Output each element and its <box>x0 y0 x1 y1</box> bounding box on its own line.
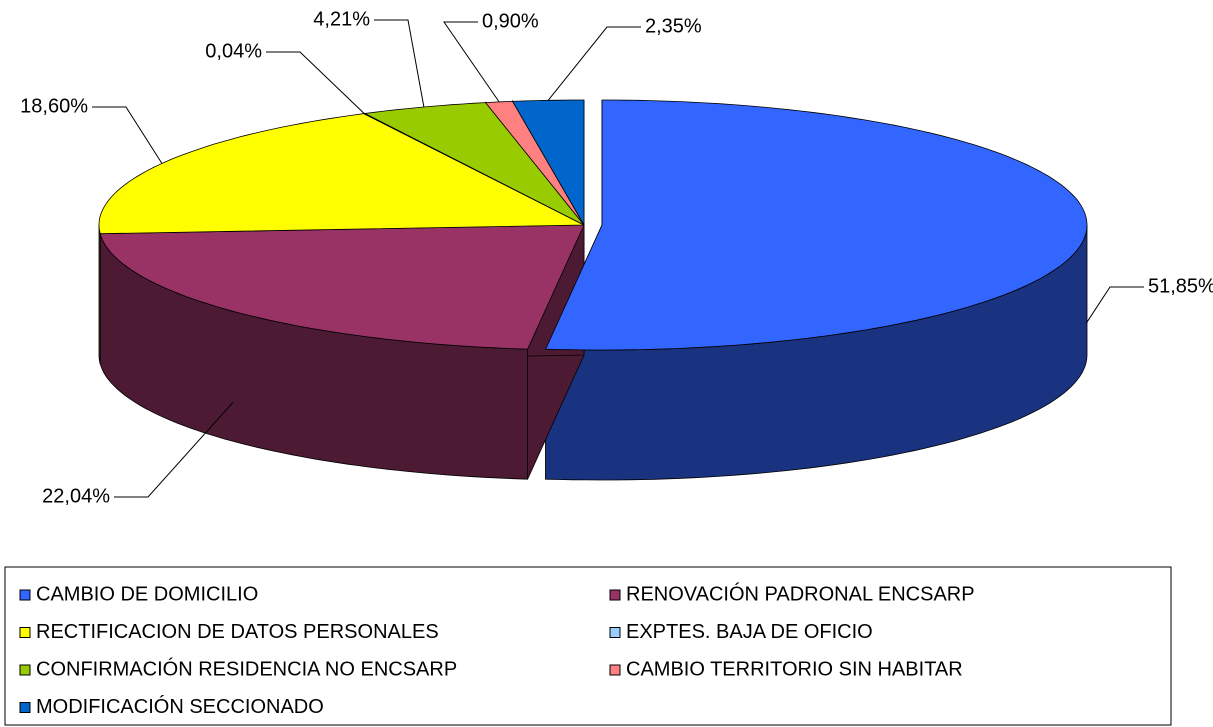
data-label: 4,21% <box>313 8 370 30</box>
data-label: 2,35% <box>645 15 702 37</box>
leader-line <box>114 401 234 498</box>
legend-label: RENOVACIÓN PADRONAL ENCSARP <box>626 582 975 605</box>
leader-line <box>266 51 365 114</box>
legend-swatch <box>19 589 31 601</box>
pie <box>98 99 1088 481</box>
data-label: 18,60% <box>20 95 88 117</box>
legend-label: CAMBIO TERRITORIO SIN HABITAR <box>626 658 963 680</box>
data-label: 51,85% <box>1148 275 1213 297</box>
legend-label: MODIFICACIÓN SECCIONADO <box>36 695 324 718</box>
legend-label: CAMBIO DE DOMICILIO <box>36 583 258 605</box>
leader-line <box>547 26 641 101</box>
legend-swatch <box>609 664 621 676</box>
legend-box <box>4 566 1172 726</box>
leader-line <box>374 19 425 108</box>
slice <box>544 99 1088 351</box>
data-label: 0,04% <box>205 40 262 62</box>
legend-swatch <box>609 589 621 601</box>
leader-line <box>92 106 163 164</box>
legend-swatch <box>19 702 31 713</box>
slice <box>98 113 585 235</box>
legend-swatch <box>19 627 31 638</box>
legend-swatch <box>609 627 621 638</box>
legend-swatch <box>19 664 31 676</box>
leader-line <box>1085 286 1144 324</box>
legend-label: CONFIRMACIÓN RESIDENCIA NO ENCSARP <box>36 657 457 680</box>
legend-label: EXPTES. BAJA DE OFICIO <box>626 621 873 643</box>
data-label: 22,04% <box>42 485 110 507</box>
legend-label: RECTIFICACION DE DATOS PERSONALES <box>36 621 439 643</box>
leader-line <box>443 21 500 103</box>
data-label: 0,90% <box>482 10 539 32</box>
slice <box>99 224 585 350</box>
